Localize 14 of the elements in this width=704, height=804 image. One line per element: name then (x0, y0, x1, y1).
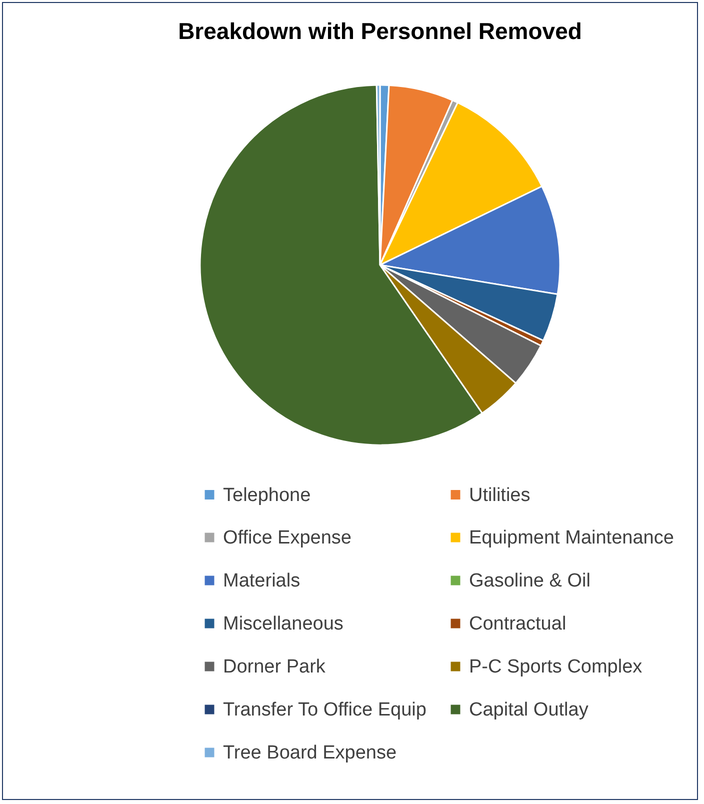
legend-label: Transfer To Office Equip (223, 700, 426, 720)
legend-label: P-C Sports Complex (469, 656, 643, 678)
legend-label: Miscellaneous (223, 614, 344, 634)
legend-label: Utilities (469, 484, 530, 506)
chart-title: Breakdown with Personnel Removed (178, 18, 582, 44)
legend-label: Equipment Maintenance (469, 528, 674, 548)
legend-label: Capital Outlay (469, 700, 589, 720)
legend-label: Gasoline & Oil (469, 570, 590, 592)
legend-label: Materials (223, 570, 300, 592)
legend-label: Contractual (469, 614, 566, 634)
legend-label: Telephone (223, 484, 311, 506)
legend-label: Dorner Park (223, 656, 326, 678)
legend-label: Tree Board Expense (223, 742, 397, 764)
legend-label: Office Expense (223, 528, 352, 548)
